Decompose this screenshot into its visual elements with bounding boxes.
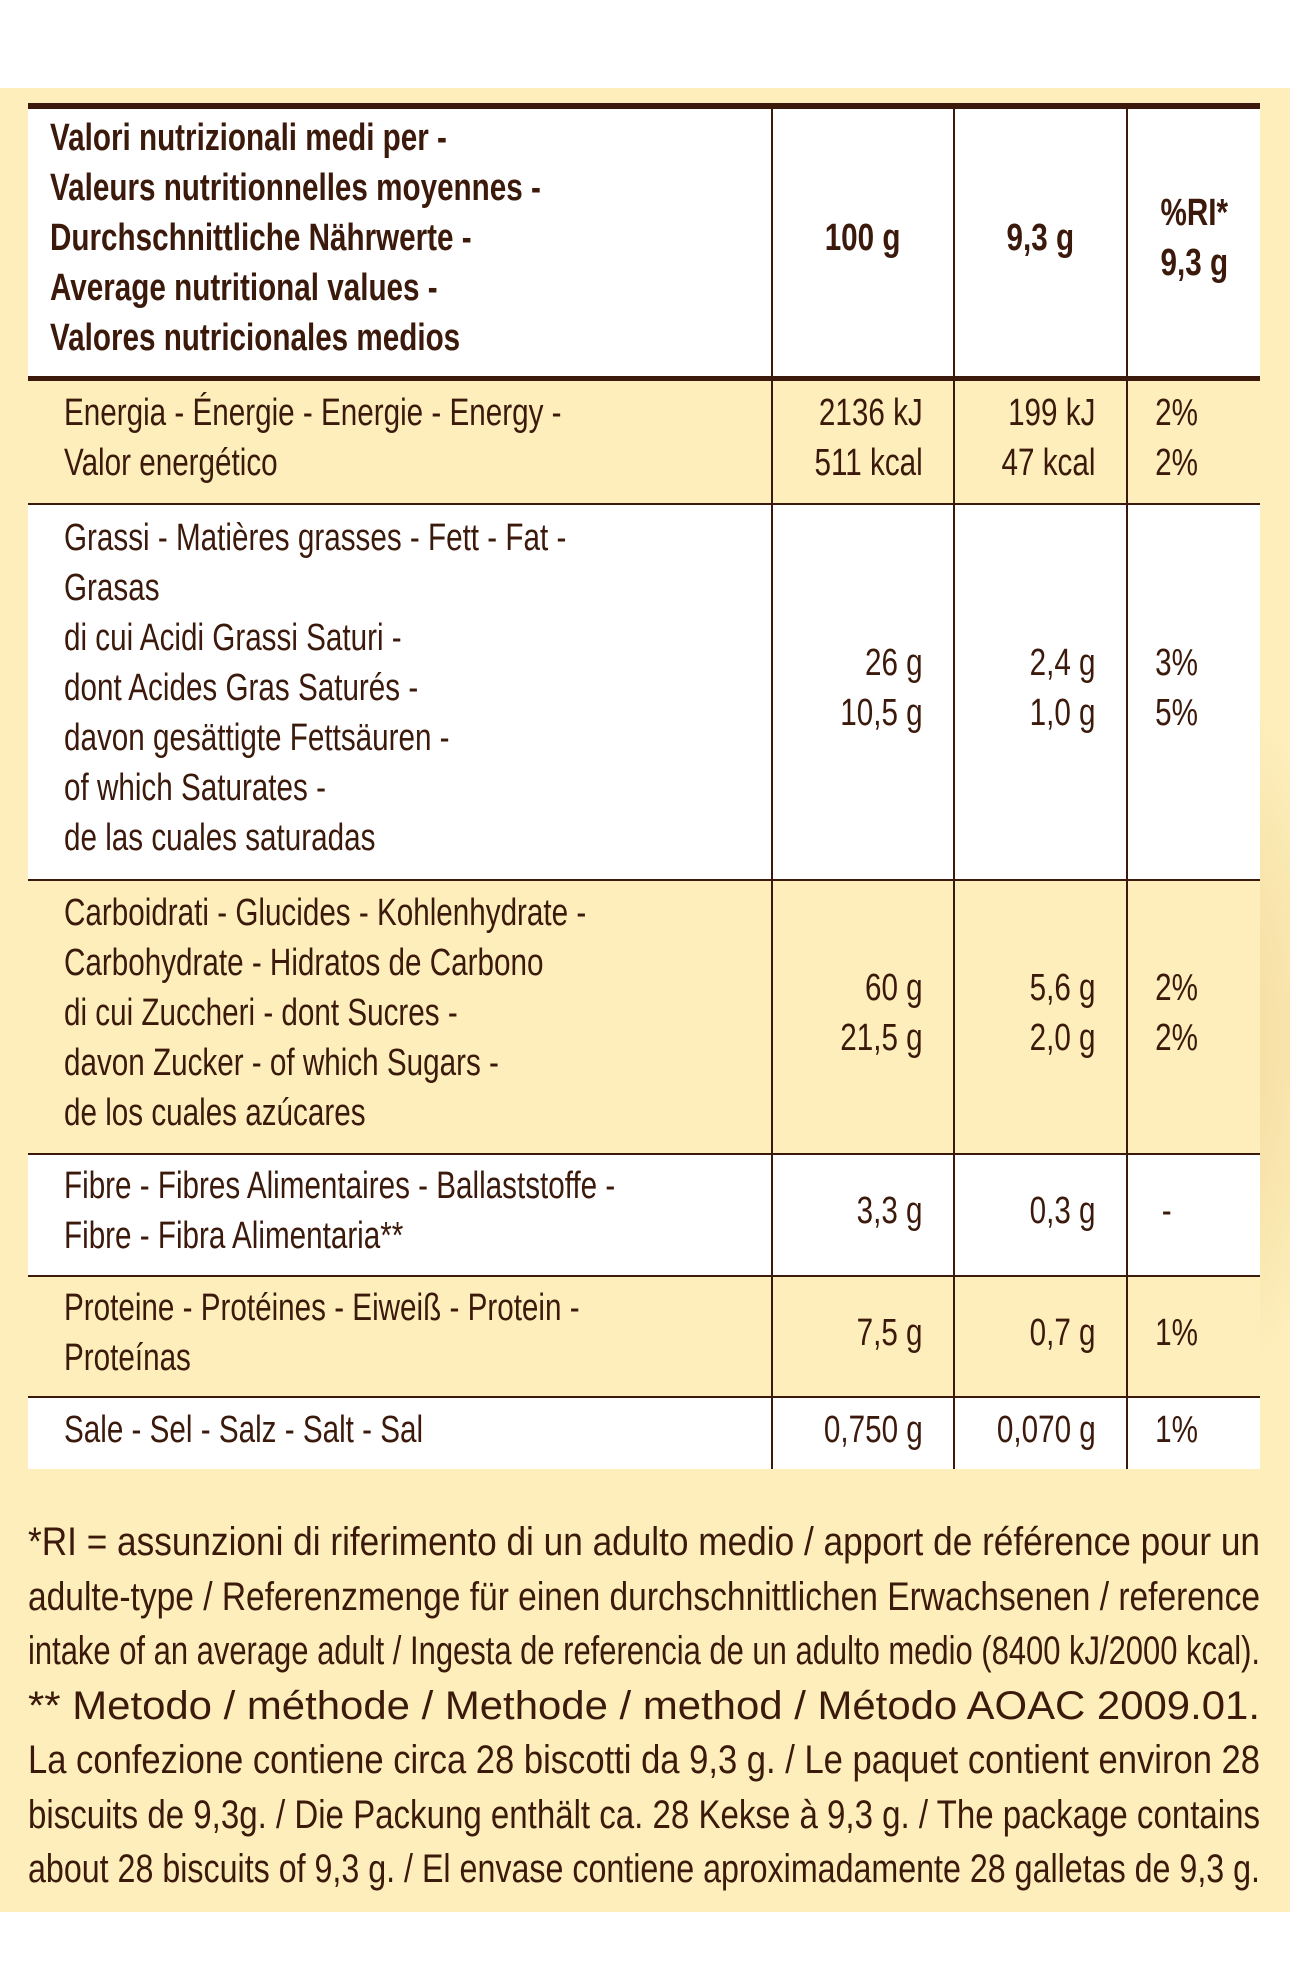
value-ri: 2% 2%: [1155, 967, 1198, 1059]
value-ri: 3% 5%: [1155, 642, 1198, 734]
header-label-cell: Valori nutrizionali medi per - Valeurs n…: [28, 106, 772, 378]
value-100g: 26 g 10,5 g: [840, 642, 923, 734]
footnote-line: adulte-type / Referenzmenge für einen du…: [28, 1574, 1260, 1619]
value-100g: 0,750 g: [823, 1408, 923, 1451]
footnote-line: about 28 biscuits of 9,3 g. / El envase …: [28, 1847, 1260, 1891]
value-100g: 3,3 g: [856, 1190, 923, 1232]
table-row-salt: Sale - Sel - Salz - Salt - Sal 0,750 g 0…: [28, 1396, 1260, 1469]
value-portion: 0,7 g: [1029, 1311, 1096, 1354]
header-100g: 100 g: [824, 217, 901, 260]
value-ri: 1%: [1155, 1311, 1198, 1354]
header-ri: %RI* 9,3 g: [1160, 192, 1228, 285]
value-portion: 0,070 g: [996, 1408, 1096, 1451]
value-100g: 7,5 g: [856, 1311, 923, 1354]
table-row-protein: Proteine - Protéines - Eiweiß - Protein …: [28, 1275, 1260, 1397]
header-ri-cell: %RI* 9,3 g: [1125, 106, 1260, 378]
value-portion: 2,4 g 1,0 g: [1029, 642, 1096, 734]
table-row-carbohydrate: Carboidrati - Glucides - Kohlenhydrate -…: [28, 879, 1260, 1154]
header-100g-cell: 100 g: [770, 106, 954, 378]
value-portion: 0,3 g: [1029, 1190, 1096, 1232]
table-row-energy: Energia - Énergie - Energie - Energy - V…: [28, 375, 1260, 504]
value-portion: 5,6 g 2,0 g: [1029, 967, 1096, 1059]
row-label: Carboidrati - Glucides - Kohlenhydrate -…: [64, 892, 587, 1134]
row-label: Proteine - Protéines - Eiweiß - Protein …: [64, 1286, 580, 1379]
value-ri: 2% 2%: [1155, 391, 1198, 484]
header-portion: 9,3 g: [1006, 217, 1074, 260]
footnote-line: La confezione contiene circa 28 biscotti…: [28, 1738, 1260, 1782]
footnote-line: intake of an average adult / Ingesta de …: [28, 1629, 1260, 1673]
row-label: Sale - Sel - Salz - Salt - Sal: [64, 1408, 424, 1451]
table-header-row: Valori nutrizionali medi per - Valeurs n…: [28, 106, 1260, 378]
nutrition-table: Valori nutrizionali medi per - Valeurs n…: [28, 103, 1260, 1469]
value-100g: 60 g 21,5 g: [840, 967, 923, 1059]
footnote-line: ** Metodo / méthode / Methode / method /…: [28, 1683, 1260, 1728]
header-label: Valori nutrizionali medi per - Valeurs n…: [50, 117, 541, 360]
row-label: Fibre - Fibres Alimentaires - Ballaststo…: [64, 1165, 616, 1257]
row-label: Grassi - Matières grasses - Fett - Fat -…: [64, 517, 567, 859]
row-label: Energia - Énergie - Energie - Energy - V…: [64, 391, 562, 484]
value-ri: 1%: [1155, 1408, 1198, 1451]
table-row-fibre: Fibre - Fibres Alimentaires - Ballaststo…: [28, 1153, 1260, 1276]
value-portion: 199 kJ 47 kcal: [1001, 391, 1096, 484]
value-ri: -: [1162, 1190, 1172, 1232]
footnote-line: *RI = assunzioni di riferimento di un ad…: [28, 1520, 1260, 1564]
table-row-fat: Grassi - Matières grasses - Fett - Fat -…: [28, 503, 1260, 880]
header-portion-cell: 9,3 g: [952, 106, 1127, 378]
footnotes: *RI = assunzioni di riferimento di un ad…: [28, 1515, 1268, 1897]
value-100g: 2136 kJ 511 kcal: [814, 391, 923, 484]
footnote-line: biscuits de 9,3g. / Die Packung enthält …: [28, 1792, 1260, 1837]
